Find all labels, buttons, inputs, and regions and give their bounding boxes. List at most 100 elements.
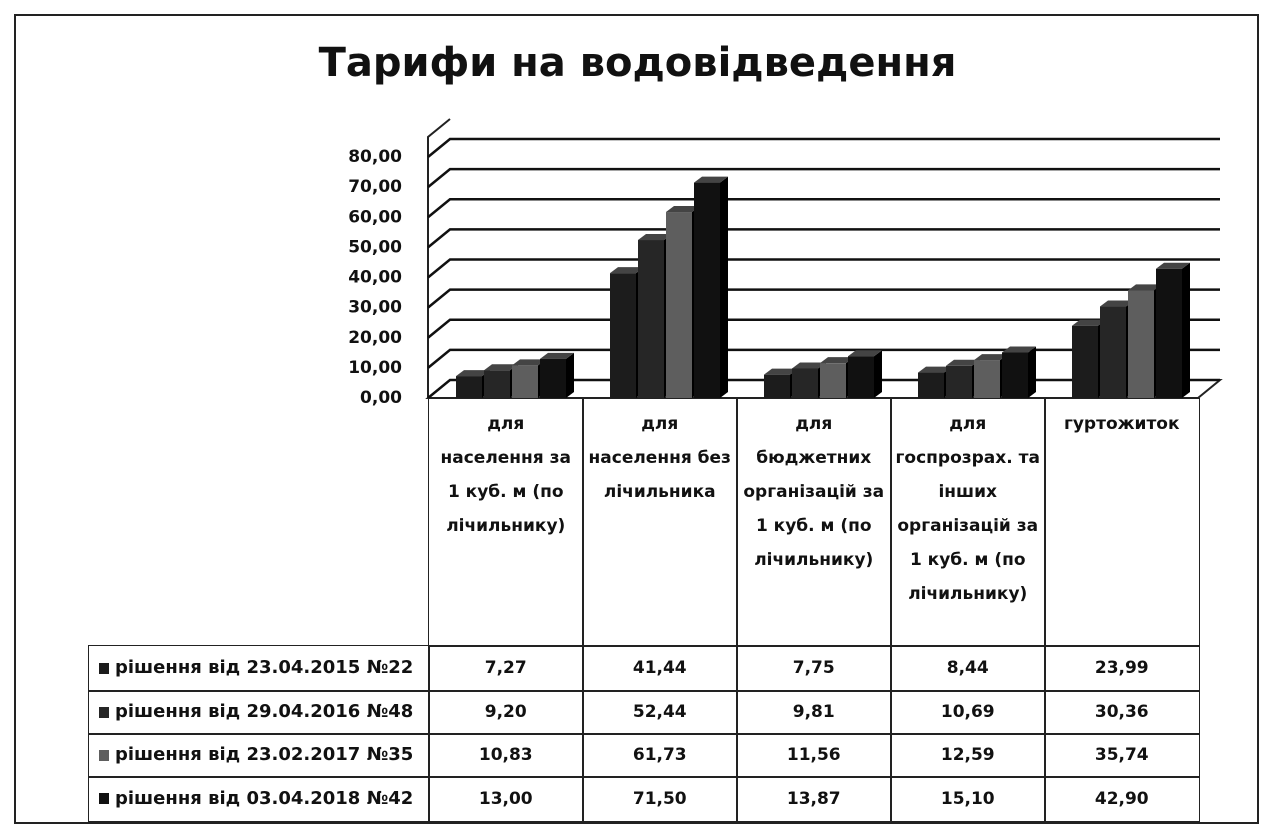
bar-face	[1128, 290, 1154, 398]
x-category-label: для населення за 1 куб. м (по лічильнику…	[428, 398, 584, 647]
bar-face	[694, 176, 728, 183]
grid-line	[427, 318, 1220, 339]
legend-label: рішення від 29.04.2016 №48	[115, 701, 414, 723]
data-label: 35,74	[1044, 733, 1200, 778]
bar-face	[694, 182, 720, 398]
data-label: 13,87	[736, 776, 892, 822]
data-label: 12,59	[890, 733, 1046, 778]
bar-face	[666, 206, 700, 213]
chart-frame	[14, 14, 1259, 824]
bar	[1002, 346, 1036, 398]
data-label: 11,56	[736, 733, 892, 778]
legend-key	[99, 749, 109, 761]
legend-label: рішення від 23.02.2017 №35	[115, 744, 414, 766]
y-tick-label: 70,00	[348, 177, 402, 197]
bar	[1156, 262, 1190, 398]
bar-face	[974, 360, 1000, 398]
bar-face	[1128, 284, 1162, 291]
y-tick-label: 80,00	[348, 147, 402, 167]
bar-face	[540, 358, 566, 398]
bar-face	[1100, 306, 1126, 398]
bar-face	[918, 372, 944, 398]
bar-face	[456, 376, 482, 398]
data-label: 7,75	[736, 645, 892, 692]
data-label: 13,00	[428, 776, 584, 822]
y-tick-label: 60,00	[348, 207, 402, 227]
legend-entry: рішення від 23.04.2015 №22	[88, 645, 430, 692]
y-tick-label: 40,00	[348, 268, 402, 288]
legend-key	[99, 706, 109, 718]
data-label: 15,10	[890, 776, 1046, 822]
y-tick-label: 10,00	[348, 358, 402, 378]
data-label: 7,27	[428, 645, 584, 692]
data-label: 42,90	[1044, 776, 1200, 822]
x-category-label: для населення без лічильника	[582, 398, 738, 647]
y-tick-label: 0,00	[360, 388, 402, 408]
bar-face	[1100, 300, 1134, 307]
x-category-label: гуртожиток	[1044, 398, 1200, 647]
bar-face	[848, 356, 874, 398]
bar-face	[540, 352, 574, 359]
data-label: 61,73	[582, 733, 738, 778]
legend-key	[99, 662, 109, 674]
bar-face	[820, 363, 846, 398]
bar-face	[610, 267, 644, 274]
grid-line	[427, 288, 1220, 309]
bar-face	[1002, 346, 1036, 353]
data-label: 10,69	[890, 690, 1046, 735]
bar-face	[638, 240, 664, 398]
bar	[694, 176, 728, 398]
y-tick-label: 20,00	[348, 328, 402, 348]
chart-title: Тарифи на водовідведення	[318, 40, 957, 86]
data-label: 52,44	[582, 690, 738, 735]
data-label: 10,83	[428, 733, 584, 778]
bar-face	[1182, 262, 1190, 398]
bar	[540, 352, 574, 398]
bar-face	[764, 374, 790, 398]
data-label: 71,50	[582, 776, 738, 822]
grid-line	[427, 348, 1220, 369]
grid-line	[427, 167, 1220, 189]
legend-key	[99, 793, 109, 805]
bar	[848, 350, 882, 398]
bar-face	[918, 366, 952, 373]
legend-entry: рішення від 03.04.2018 №42	[88, 776, 430, 822]
bar-face	[456, 370, 490, 377]
bar-face	[666, 212, 692, 398]
bar-face	[610, 273, 636, 398]
data-label: 23,99	[1044, 645, 1200, 692]
legend-label: рішення від 03.04.2018 №42	[115, 787, 414, 809]
bar-face	[848, 350, 882, 357]
legend-entry: рішення від 29.04.2016 №48	[88, 690, 430, 735]
y-tick-label: 30,00	[348, 298, 402, 318]
data-label: 30,36	[1044, 690, 1200, 735]
grid-line	[427, 198, 1220, 219]
bar-face	[512, 359, 546, 366]
x-category-label: для госпрозрах. та інших організацій за …	[890, 398, 1046, 647]
bar-face	[1002, 352, 1028, 398]
bar-face	[512, 365, 538, 398]
bar-face	[566, 352, 574, 398]
bar-face	[1028, 346, 1036, 398]
bar-face	[792, 362, 826, 369]
bar-face	[1072, 319, 1106, 326]
grid-line	[427, 137, 1220, 158]
legend-entry: рішення від 23.02.2017 №35	[88, 733, 430, 778]
bar-face	[974, 354, 1008, 361]
bar-face	[764, 368, 798, 375]
data-label: 9,81	[736, 690, 892, 735]
bar-face	[1072, 325, 1098, 398]
bar-face	[484, 370, 510, 398]
legend-label: рішення від 23.04.2015 №22	[115, 657, 414, 679]
bar-face	[638, 234, 672, 241]
data-label: 41,44	[582, 645, 738, 692]
bar-face	[820, 357, 854, 364]
bar-face	[1156, 262, 1190, 269]
axis-wall	[427, 118, 451, 398]
grid-line	[427, 228, 1220, 249]
bar-face	[946, 359, 980, 366]
data-label: 8,44	[890, 645, 1046, 692]
x-category-label: для бюджетних організацій за 1 куб. м (п…	[736, 398, 892, 647]
